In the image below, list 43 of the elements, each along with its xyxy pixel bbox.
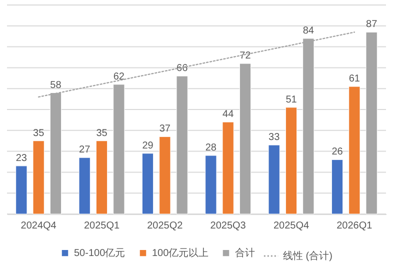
data-label: 87 <box>366 19 378 30</box>
legend-label: 合计 <box>235 247 255 260</box>
bar <box>285 107 298 214</box>
data-label: 72 <box>240 50 252 62</box>
data-label: 44 <box>222 109 234 120</box>
bar <box>113 84 125 214</box>
data-label: 61 <box>348 74 360 85</box>
x-tick-label: 2025Q3 <box>210 220 246 232</box>
bar <box>142 153 154 214</box>
data-label: 26 <box>332 146 344 158</box>
legend-label: 100亿元以上 <box>152 247 209 260</box>
data-label: 23 <box>16 152 28 164</box>
bar <box>176 76 188 214</box>
data-label: 35 <box>96 128 108 139</box>
legend-label: 线性 (合计) <box>283 250 332 262</box>
bar <box>78 157 90 214</box>
x-tick-label: 2025Q2 <box>147 220 184 232</box>
bar <box>239 63 252 214</box>
x-tick-label: 2026Q1 <box>336 220 373 232</box>
data-label: 28 <box>205 142 217 154</box>
bar <box>366 32 378 214</box>
data-label: 84 <box>302 25 314 36</box>
data-label: 27 <box>79 144 91 156</box>
bar <box>159 136 171 214</box>
legend-label: 50-100亿元 <box>74 248 126 260</box>
bar <box>348 86 360 214</box>
data-label: 35 <box>33 128 45 139</box>
bar <box>331 159 344 214</box>
bar <box>205 155 217 214</box>
bar <box>96 140 108 214</box>
bar <box>268 144 280 214</box>
data-label: 33 <box>268 132 280 144</box>
data-label: 29 <box>142 140 154 152</box>
bar <box>16 166 28 214</box>
x-tick-label: 2025Q1 <box>84 220 120 232</box>
data-label: 62 <box>113 71 125 82</box>
x-tick-label: 2024Q4 <box>20 220 57 232</box>
bar <box>32 140 44 214</box>
x-tick-label: 2025Q4 <box>273 220 310 232</box>
bar <box>222 122 234 214</box>
data-label: 37 <box>159 124 171 135</box>
data-label: 51 <box>286 94 298 106</box>
data-label: 58 <box>50 80 62 91</box>
